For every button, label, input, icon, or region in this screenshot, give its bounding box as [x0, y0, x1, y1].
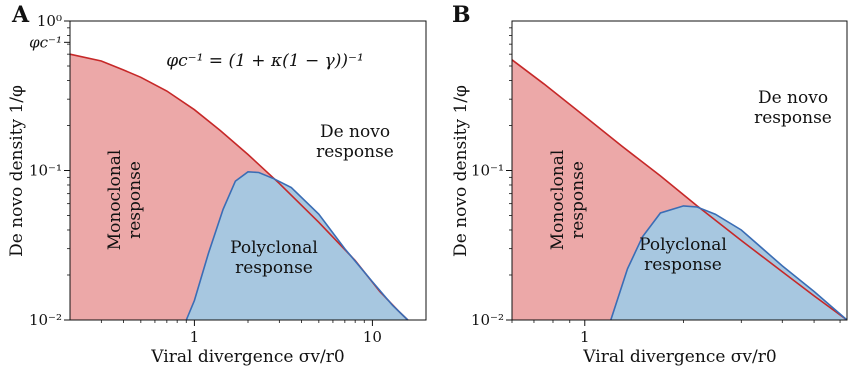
panel-a-ylabel: De novo density 1/φ — [7, 85, 27, 257]
x-tick-label: 1 — [190, 328, 200, 346]
monoclonal-region-label: response — [568, 161, 588, 239]
denovo-region-label: De novo — [758, 88, 828, 108]
y-tick-label: 10⁻¹ — [471, 162, 504, 180]
panel-a-polyclonal-boundary-line — [185, 170, 409, 321]
panel-b-letter: B — [452, 2, 471, 28]
polyclonal-region-label: response — [644, 255, 722, 275]
panel-b-polyclonal-boundary-line — [610, 205, 848, 321]
denovo-region-label: response — [316, 142, 394, 162]
x-tick-label: 1 — [580, 328, 590, 346]
panel-a-xlabel: Viral divergence σv/r0 — [150, 347, 344, 367]
panel-a-plot-area — [69, 53, 409, 321]
monoclonal-region-label: Monoclonal — [548, 150, 568, 251]
polyclonal-region-label: Polyclonal — [639, 235, 727, 255]
polyclonal-region-label: Polyclonal — [230, 238, 318, 258]
panel-a-annotation: φc⁻¹ = (1 + κ(1 − γ))⁻¹ — [166, 51, 364, 71]
panel-b-xlabel: Viral divergence σv/r0 — [582, 347, 776, 367]
panel-a-ticks: 1 10 10⁰ 10⁻¹ 10⁻² φc⁻¹ — [29, 12, 382, 346]
panel-b-plot-area — [511, 59, 848, 321]
monoclonal-region-label: Monoclonal — [105, 150, 125, 251]
polyclonal-region-label: response — [235, 258, 313, 278]
panel-b-polyclonal-area — [610, 205, 847, 320]
y-tick-label: 10⁻² — [471, 311, 504, 329]
panel-b-monoclonal-area — [512, 59, 847, 321]
panel-a-letter: A — [11, 2, 30, 28]
monoclonal-region-label-group: Monoclonal response — [105, 150, 145, 251]
monoclonal-region-label-group: Monoclonal response — [548, 150, 588, 251]
y-tick-label: 10⁻¹ — [29, 162, 62, 180]
panel-b-ylabel: De novo density 1/φ — [451, 85, 471, 257]
panel-b-ticks: 1 10⁻¹ 10⁻² — [471, 27, 841, 346]
denovo-region-label: De novo — [320, 122, 390, 142]
y-tick-label: 10⁻² — [29, 311, 62, 329]
panel-b-monoclonal-boundary-line — [511, 59, 848, 321]
y-tick-label: 10⁰ — [37, 12, 62, 30]
panel-a-polyclonal-area — [186, 171, 408, 320]
phi-c-tick-label: φc⁻¹ — [29, 33, 62, 51]
denovo-region-label: response — [754, 108, 832, 128]
monoclonal-region-label: response — [125, 161, 145, 239]
x-tick-label: 10 — [363, 328, 382, 346]
